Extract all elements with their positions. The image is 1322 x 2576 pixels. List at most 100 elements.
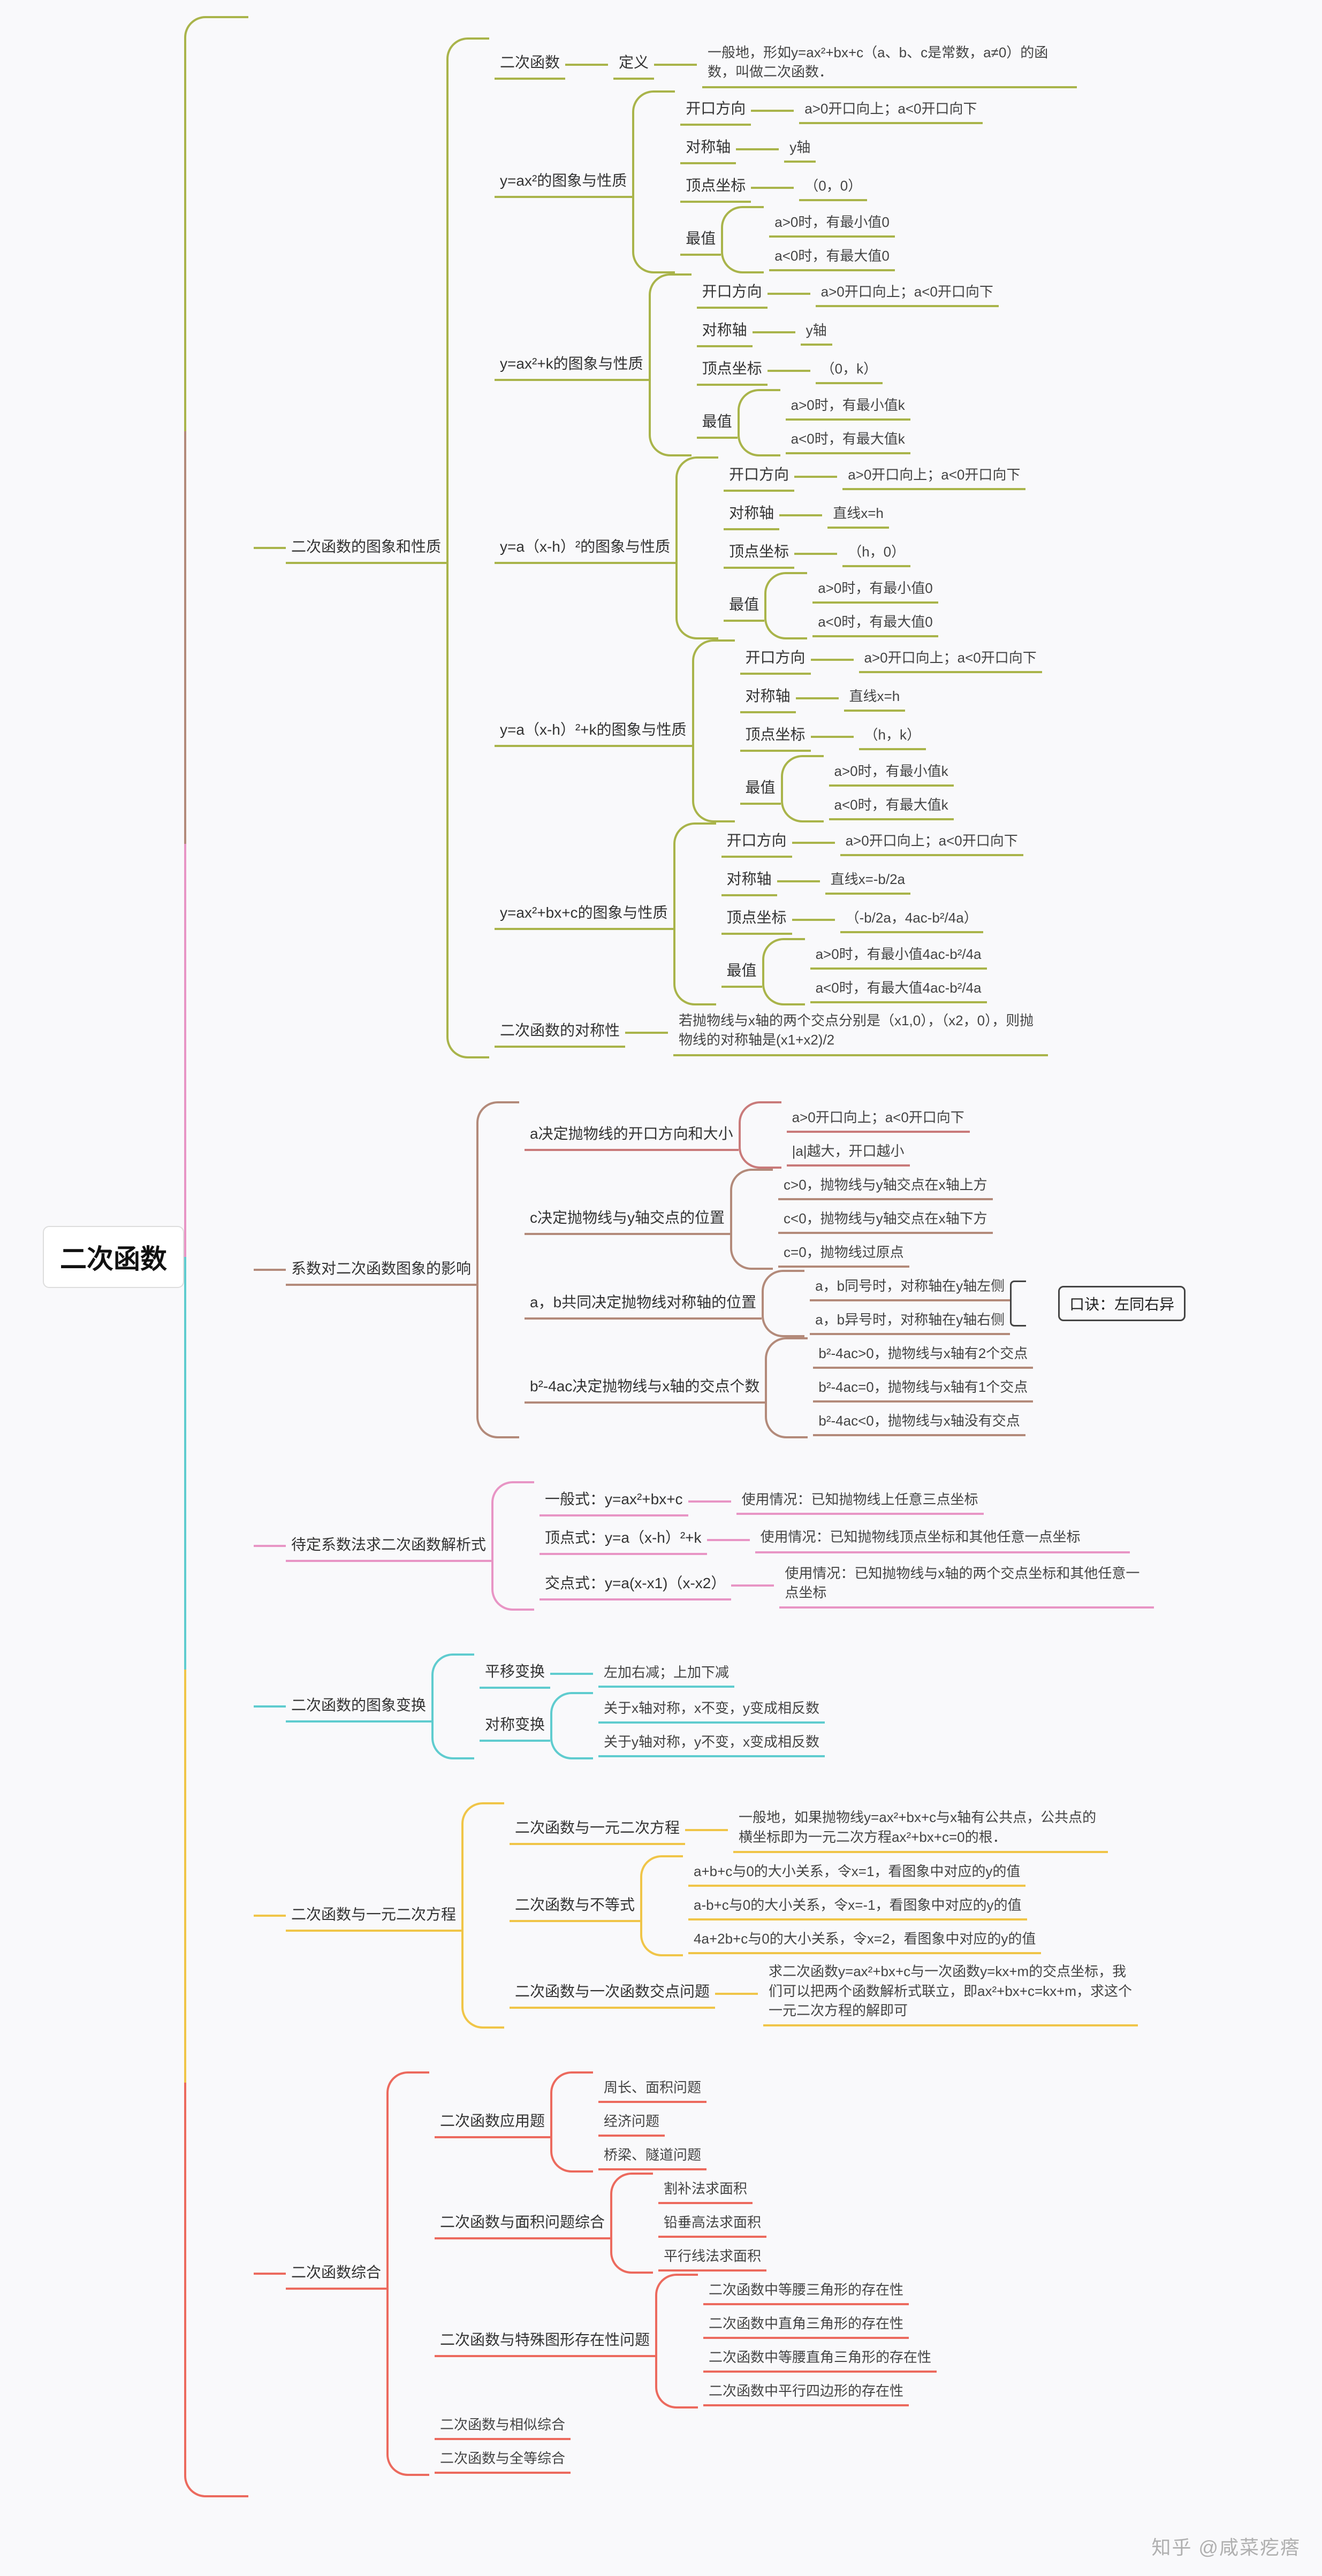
mindmap-node: a>0时，有最小值k: [829, 755, 954, 789]
mindmap-node: b²-4ac=0，抛物线与x轴有1个交点: [813, 1371, 1033, 1405]
mindmap-node: 一般式：y=ax²+bx+c使用情况：已知抛物线上任意三点坐标: [540, 1481, 1154, 1520]
branch-label: 二次函数与一元二次方程: [510, 1813, 685, 1845]
branch-label: 顶点坐标: [680, 171, 751, 203]
mindmap-node: y=a（x-h）²的图象与性质开口方向a>0开口向上；a<0开口向下对称轴直线x…: [495, 456, 1077, 639]
mindmap-node: 一般地，如果抛物线y=ax²+bx+c与x轴有公共点，公共点的横坐标即为一元二次…: [733, 1802, 1108, 1855]
mindmap-node: 顶点式：y=a（x-h）²+k使用情况：已知抛物线顶点坐标和其他任意一点坐标: [540, 1520, 1154, 1558]
leaf-label: c=0，抛物线过原点: [778, 1238, 909, 1268]
leaf-label: a>0开口向上；a<0开口向下: [787, 1103, 970, 1133]
leaf-label: |a|越大，开口越小: [787, 1137, 910, 1167]
branch-label: 最值: [697, 407, 738, 439]
leaf-label: 二次函数中等腰直角三角形的存在性: [703, 2343, 937, 2373]
branch-label: 二次函数: [495, 48, 565, 80]
mindmap-node: a，b异号时，对称轴在y轴右侧: [810, 1304, 1010, 1337]
branch-label: 顶点坐标: [721, 903, 792, 935]
branch-label: 二次函数综合: [286, 2258, 386, 2290]
branch-label: 最值: [740, 773, 781, 805]
mindmap-node: a，b共同决定抛物线对称轴的位置a，b同号时，对称轴在y轴左侧a，b异号时，对称…: [525, 1270, 1186, 1337]
watermark: 知乎 @咸菜疙瘩: [1151, 2532, 1301, 2560]
mindmap-node: 顶点坐标（h，k）: [740, 717, 1042, 755]
leaf-label: a<0时，有最大值k: [829, 791, 954, 820]
branch-label: 二次函数的对称性: [495, 1016, 625, 1048]
leaf-label: 关于x轴对称，x不变，y变成相反数: [598, 1694, 825, 1724]
mindmap-node: 使用情况：已知抛物线顶点坐标和其他任意一点坐标: [755, 1522, 1130, 1555]
leaf-label: a，b异号时，对称轴在y轴右侧: [810, 1306, 1010, 1335]
mindmap-node: 对称轴y轴: [697, 312, 999, 350]
mindmap-node: （h，0）: [842, 536, 910, 569]
mindmap-node: y轴: [801, 314, 832, 348]
mindmap-node: （0，k）: [816, 353, 883, 386]
mindmap-node: 开口方向a>0开口向上；a<0开口向下: [697, 273, 999, 312]
mindmap-node: a+b+c与0的大小关系，令x=1，看图象中对应的y的值: [688, 1855, 1041, 1889]
leaf-label: 一般地，形如y=ax²+bx+c（a、b、c是常数，a≠0）的函数，叫做二次函数…: [702, 40, 1077, 88]
leaf-label: a+b+c与0的大小关系，令x=1，看图象中对应的y的值: [688, 1857, 1025, 1887]
branch-label: 二次函数的图象和性质: [286, 532, 446, 564]
mindmap-node: 经济问题: [598, 2105, 706, 2139]
branch-label: 最值: [721, 956, 762, 988]
leaf-label: 割补法求面积: [658, 2175, 753, 2204]
leaf-label: a>0时，有最小值4ac-b²/4a: [810, 940, 987, 970]
mindmap-node: c决定抛物线与y轴交点的位置c>0，抛物线与y轴交点在x轴上方c<0，抛物线与y…: [525, 1169, 1186, 1270]
leaf-label: a<0时，有最大值k: [786, 425, 910, 454]
branch-label: 顶点坐标: [740, 720, 811, 752]
mindmap-node: a>0时，有最小值4ac-b²/4a: [810, 938, 987, 972]
mindmap-node: 周长、面积问题: [598, 2071, 706, 2105]
leaf-label: （-b/2a，4ac-b²/4a）: [840, 904, 983, 933]
branch-label: c决定抛物线与y轴交点的位置: [525, 1203, 730, 1235]
branch-label: 开口方向: [680, 94, 751, 126]
mindmap-node: 铅垂高法求面积: [658, 2206, 766, 2240]
branch-label: a决定抛物线的开口方向和大小: [525, 1119, 739, 1151]
leaf-label: a<0时，有最大值0: [812, 608, 938, 637]
leaf-label: （0，k）: [816, 355, 883, 384]
leaf-label: c>0，抛物线与y轴交点在x轴上方: [778, 1171, 993, 1200]
branch-label: 对称轴: [724, 498, 779, 530]
mindmap-node: a>0时，有最小值0: [812, 572, 938, 606]
mindmap-node: b²-4ac决定抛物线与x轴的交点个数b²-4ac>0，抛物线与x轴有2个交点b…: [525, 1337, 1186, 1438]
leaf-label: y轴: [784, 133, 816, 163]
leaf-label: （0，0）: [799, 172, 867, 201]
mindmap-node: a<0时，有最大值k: [786, 423, 910, 456]
mindmap-node: 最值 a>0时，有最小值k a<0时，有最大值k: [740, 755, 1042, 822]
mindmap-node: 二次函数中等腰三角形的存在性: [703, 2274, 937, 2307]
branch-label: 顶点坐标: [724, 537, 794, 569]
branch-label: 系数对二次函数图象的影响: [286, 1254, 476, 1286]
leaf-label: 桥梁、隧道问题: [598, 2141, 706, 2170]
mindmap-node: 最值a>0时，有最小值4ac-b²/4aa<0时，有最大值4ac-b²/4a: [721, 938, 1023, 1005]
branch-label: 开口方向: [697, 277, 768, 309]
mindmap-node: a<0时，有最大值k: [829, 789, 954, 822]
mindmap-node: 二次函数与一次函数交点问题求二次函数y=ax²+bx+c与一次函数y=kx+m的…: [510, 1956, 1138, 2029]
leaf-label: a>0时，有最小值k: [829, 757, 954, 787]
mindmap-node: 直线x=h: [844, 680, 906, 714]
mindmap-node: 关于x轴对称，x不变，y变成相反数: [598, 1692, 825, 1726]
leaf-label: 二次函数中等腰三角形的存在性: [703, 2276, 909, 2305]
branch-label: 二次函数应用题: [435, 2106, 550, 2138]
mindmap-node: 开口方向a>0开口向上；a<0开口向下: [680, 90, 982, 129]
mindmap-node: 二次函数应用题 周长、面积问题经济问题桥梁、隧道问题: [435, 2071, 937, 2173]
leaf-label: a>0开口向上；a<0开口向下: [842, 461, 1025, 490]
mindmap-node: y=ax²+bx+c的图象与性质开口方向a>0开口向上；a<0开口向下对称轴直线…: [495, 822, 1077, 1005]
branch-label: y=ax²的图象与性质: [495, 166, 632, 198]
mindmap-node: 二次函数与全等综合: [435, 2442, 937, 2476]
mindmap-node: 二次函数综合二次函数应用题周长、面积问题经济问题桥梁、隧道问题二次函数与面积问题…: [286, 2071, 937, 2476]
branch-label: 对称轴: [680, 132, 736, 164]
leaf-label: 经济问题: [598, 2107, 665, 2137]
branch-label: 二次函数的图象变换: [286, 1690, 431, 1723]
mindmap-node: 对称轴 y轴: [680, 129, 982, 167]
leaf-label: 左加右减；上加下减: [598, 1658, 734, 1688]
mindmap-node: a，b同号时，对称轴在y轴左侧: [810, 1270, 1010, 1304]
branch-label: y=ax²+bx+c的图象与性质: [495, 898, 673, 930]
mindmap-node: b²-4ac<0，抛物线与x轴没有交点: [813, 1405, 1033, 1438]
mindmap-node: 开口方向a>0开口向上；a<0开口向下: [721, 822, 1023, 861]
leaf-label: 直线x=h: [827, 499, 889, 529]
mindmap-node: 使用情况：已知抛物线与x轴的两个交点坐标和其他任意一点坐标: [779, 1558, 1154, 1611]
leaf-label: 关于y轴对称，y不变，x变成相反数: [598, 1728, 825, 1757]
mindmap-node: a>0时，有最小值k: [786, 389, 910, 423]
leaf-label: a<0时，有最大值0: [769, 242, 895, 271]
mindmap-node: y=ax²的图象与性质 开口方向a>0开口向上；a<0开口向下对称轴 y轴顶点坐标 （…: [495, 90, 1077, 273]
mindmap-node: 平移变换左加右减；上加下减: [480, 1653, 825, 1692]
branch-label: 待定系数法求二次函数解析式: [286, 1530, 491, 1562]
mindmap-node: 待定系数法求二次函数解析式 一般式：y=ax²+bx+c使用情况：已知抛物线上任意…: [286, 1481, 1154, 1611]
leaf-label: （h，0）: [842, 538, 910, 567]
leaf-label: b²-4ac<0，抛物线与x轴没有交点: [813, 1407, 1025, 1436]
mindmap-node: c>0，抛物线与y轴交点在x轴上方: [778, 1169, 993, 1202]
